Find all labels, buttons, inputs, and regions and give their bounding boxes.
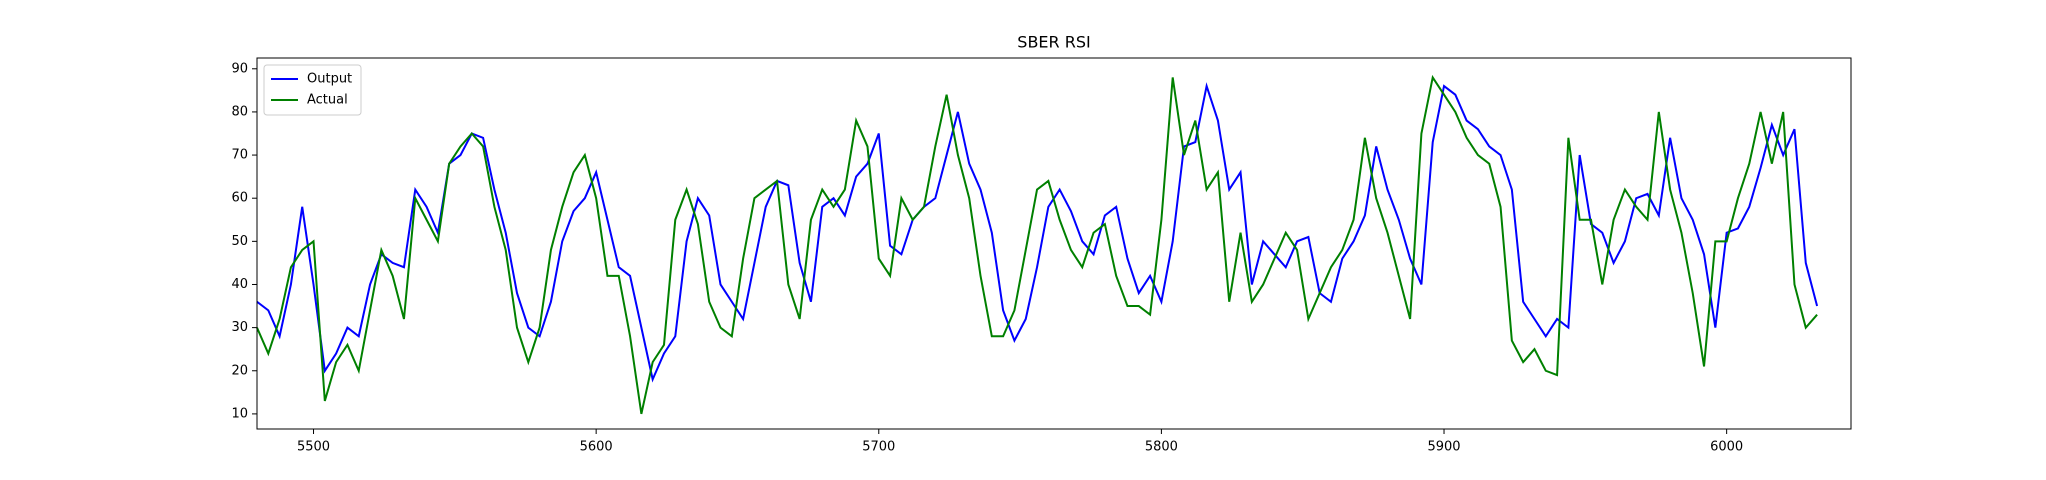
legend-label: Output (307, 72, 352, 87)
plot-frame (256, 57, 1852, 430)
y-tick-label: 20 (231, 363, 248, 378)
line-series (256, 74, 1818, 415)
x-tick-label: 5700 (862, 440, 895, 455)
x-tick-label: 5500 (297, 440, 330, 455)
legend-box (263, 64, 362, 116)
y-tick-label: 50 (231, 234, 248, 249)
y-tick-label: 70 (231, 148, 248, 163)
y-tick-label: 60 (231, 191, 248, 206)
chart-title: SBER RSI (1017, 33, 1090, 52)
x-tick-label: 5900 (1427, 440, 1460, 455)
legend-label: Actual (307, 93, 348, 108)
x-tick-label: 5800 (1145, 440, 1178, 455)
y-tick-label: 80 (231, 104, 248, 119)
line-series (256, 82, 1819, 383)
y-tick-label: 40 (231, 277, 248, 292)
y-tick-label: 30 (231, 320, 248, 335)
y-tick-label: 90 (231, 61, 248, 76)
x-tick-label: 6000 (1710, 440, 1743, 455)
y-tick-label: 10 (231, 406, 248, 421)
x-tick-label: 5600 (580, 440, 613, 455)
